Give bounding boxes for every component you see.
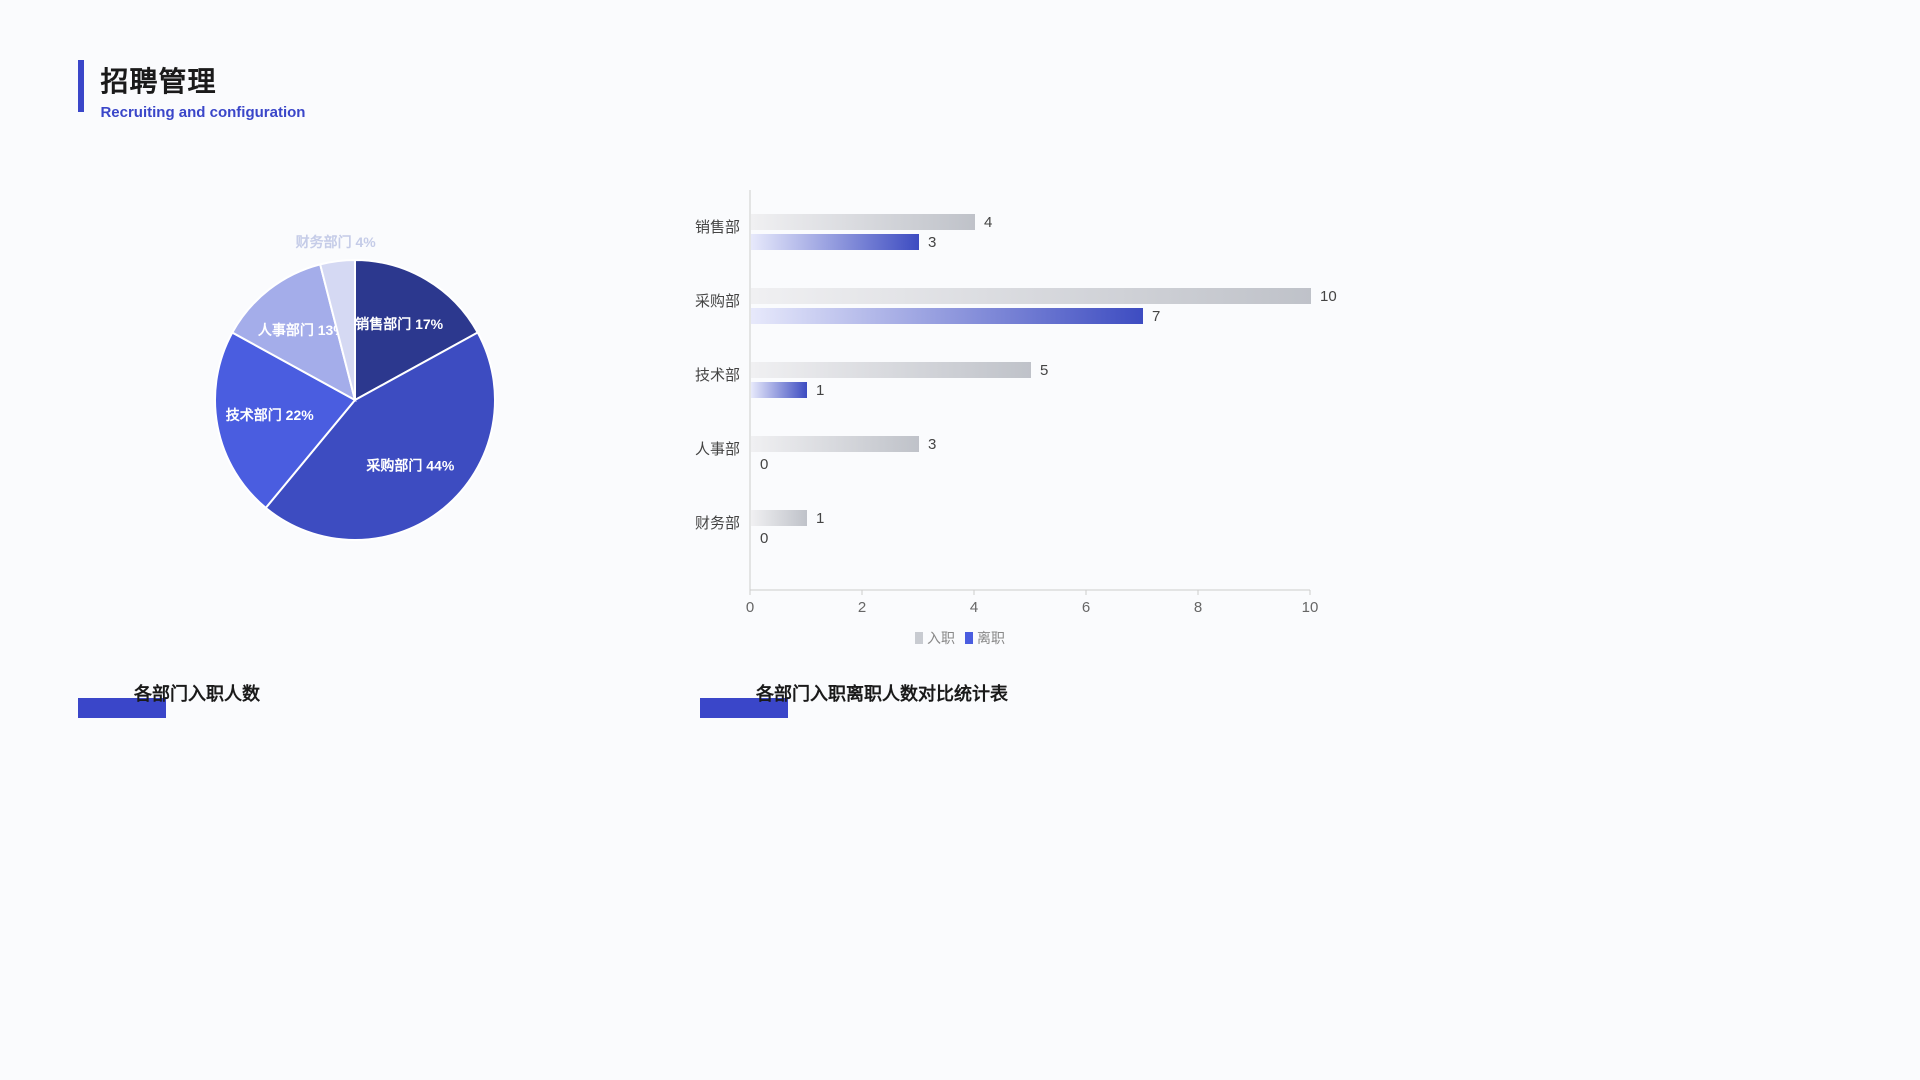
pie-slice-label-outer: 财务部门 4% [295, 234, 377, 250]
bar-value-label: 5 [1040, 362, 1048, 379]
bar-value-label: 7 [1152, 308, 1160, 325]
bar-segment [751, 362, 1031, 378]
svg-text:2: 2 [858, 599, 866, 616]
pie-slice-label: 采购部门 44% [365, 458, 454, 474]
bar-value-label: 0 [760, 530, 768, 547]
legend-item-leave: 离职 [965, 628, 1005, 648]
bar-value-label: 3 [928, 234, 936, 251]
svg-text:10: 10 [1302, 599, 1319, 616]
caption-left: 各部门入职人数 [78, 680, 260, 718]
caption-left-text: 各部门入职人数 [134, 680, 260, 706]
bar-value-label: 4 [984, 214, 992, 231]
bar-value-label: 1 [816, 382, 824, 399]
bar-category-label: 人事部 [695, 441, 740, 458]
bar-category-label: 财务部 [695, 515, 740, 532]
pie-slice-label: 技术部门 22% [226, 407, 314, 423]
pie-svg: 销售部门 17% 采购部门 44% 技术部门 22% 人事部门 13% 财务部门 4% [160, 200, 560, 600]
bar-category-label: 技术部 [695, 367, 740, 384]
bar-chart-onboard-leave: 0246810销售部43采购部107技术部51人事部30财务部10 入职 离职 [675, 190, 1355, 620]
caption-right-text: 各部门入职离职人数对比统计表 [756, 680, 1008, 706]
bar-value-label: 3 [928, 436, 936, 453]
svg-text:0: 0 [746, 599, 754, 616]
bar-svg: 0246810销售部43采购部107技术部51人事部30财务部10 [675, 190, 1355, 660]
bar-value-label: 0 [760, 456, 768, 473]
page-title-en: Recruiting and configuration [100, 104, 305, 121]
title-accent-bar [78, 60, 84, 112]
pie-slice-label: 销售部门 17% [355, 316, 443, 332]
bar-segment [751, 510, 807, 526]
bar-category-label: 销售部 [695, 219, 740, 236]
pie-chart-departments: 销售部门 17% 采购部门 44% 技术部门 22% 人事部门 13% 财务部门 4% [160, 200, 560, 580]
caption-right: 各部门入职离职人数对比统计表 [700, 680, 1008, 718]
bar-segment [751, 288, 1311, 304]
bar-segment [751, 382, 807, 398]
bar-segment [751, 436, 919, 452]
bar-segment [751, 234, 919, 250]
legend-label-leave: 离职 [977, 628, 1005, 648]
bar-segment [751, 308, 1143, 324]
legend-item-onboard: 入职 [915, 628, 955, 648]
pie-slice-label: 人事部门 13% [258, 322, 346, 338]
bar-value-label: 1 [816, 510, 824, 527]
bar-value-label: 10 [1320, 288, 1337, 305]
page-title-cn: 招聘管理 [100, 60, 305, 100]
svg-text:8: 8 [1194, 599, 1202, 616]
bar-segment [751, 214, 975, 230]
page-header: 招聘管理 Recruiting and configuration [78, 60, 305, 121]
legend-swatch-leave [965, 632, 973, 644]
legend-label-onboard: 入职 [927, 628, 955, 648]
bar-chart-legend: 入职 离职 [915, 628, 1005, 648]
bar-category-label: 采购部 [695, 293, 740, 310]
svg-text:6: 6 [1082, 599, 1090, 616]
legend-swatch-onboard [915, 632, 923, 644]
svg-text:4: 4 [970, 599, 978, 616]
